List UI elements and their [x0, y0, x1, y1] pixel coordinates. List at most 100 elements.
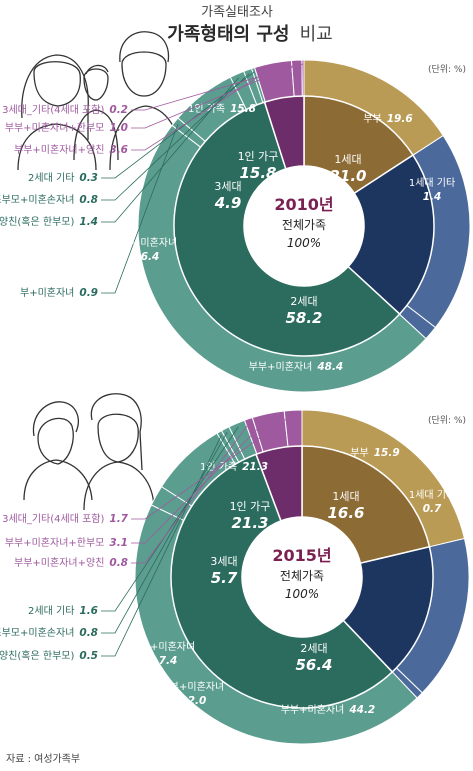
leader-line	[101, 435, 222, 657]
outer-slice-value: 1.7	[109, 513, 128, 525]
outer-slice-value: 1.6	[79, 605, 98, 617]
outer-slice-label-group: 부부+미혼자녀+한부모 1.0	[5, 121, 128, 134]
outer-slice-label: 부부+미혼자녀+양친	[14, 143, 104, 156]
inner-slice-label: 3세대	[214, 180, 241, 193]
outer-slice-label: 부부+미혼자녀	[249, 360, 313, 373]
title-light: 비교	[300, 24, 333, 45]
outer-slice-label: 2세대 기타	[28, 172, 74, 184]
leader-line	[131, 417, 270, 544]
unit-label-2010: (단위: %)	[428, 64, 466, 75]
outer-slice-value: 2.0	[188, 695, 207, 707]
outer-slice-value: 48.4	[316, 361, 343, 373]
leader-line	[131, 63, 298, 129]
outer-slice-value: 19.6	[387, 113, 413, 125]
inner-slice-value: 16.6	[327, 504, 364, 522]
outer-slice-label: 1세대 기타	[409, 177, 455, 189]
outer-slice-label: 3세대_기타(4세대 포함)	[2, 104, 104, 116]
outer-slice-label: 2세대 기타	[28, 605, 74, 617]
leader-line	[131, 413, 294, 520]
inner-slice-value: 21.0	[329, 167, 366, 185]
outer-slice-value: 1.4	[79, 216, 98, 228]
leader-line	[131, 66, 274, 151]
outer-slice-label-group: 부+미혼자녀 0.9	[20, 286, 98, 299]
outer-slice-label-group: 2세대 기타 0.3	[28, 172, 98, 184]
outer-slice-value: 1.4	[423, 191, 442, 203]
outer-slice-label: 모+미혼자녀	[141, 640, 195, 653]
title-bold: 가족형태의 구성	[167, 24, 289, 45]
year-label: 2015년	[272, 546, 331, 565]
outer-slice-value: 6.4	[141, 251, 160, 263]
outer-slice-label: 부부	[363, 114, 381, 125]
outer-slice-label: 부부+미혼자녀+한부모	[5, 121, 105, 134]
outer-slice-label-group: 부부+양친(혹은 한부모) 1.4	[0, 215, 98, 228]
outer-slice-label: 부부+양친(혹은 한부모)	[0, 649, 74, 662]
unit-label-2015: (단위: %)	[428, 415, 466, 426]
outer-slice-label: 부+미혼자녀	[20, 286, 74, 299]
outer-slice-label: 모+미혼자녀	[123, 236, 177, 249]
source-note: 자료 : 여성가족부	[6, 753, 80, 765]
outer-slice-label-group: 부부+미혼자녀 48.4	[249, 360, 344, 373]
outer-slice-value: 44.2	[348, 704, 375, 716]
inner-slice-label: 1세대	[332, 490, 359, 503]
outer-slice-label-group: 부부+미혼자녀 44.2	[281, 703, 376, 716]
inner-slice-value: 4.9	[214, 194, 242, 212]
outer-slice-value: 1.0	[109, 122, 128, 134]
outer-slice	[301, 59, 305, 97]
inner-slice-value: 21.3	[231, 514, 268, 532]
center-label: 전체가족	[280, 569, 324, 583]
outer-slice-label-group: 부부 19.6	[363, 113, 412, 125]
outer-slice-value: 0.7	[423, 503, 442, 515]
outer-slice-label: 부부+미혼자녀+한부모	[5, 536, 105, 549]
outer-slice-label: 부부+미혼자녀	[281, 703, 345, 716]
outer-slice-label-group: 1인 가족 15.8	[188, 103, 256, 115]
inner-slice-label: 3세대	[210, 555, 237, 568]
outer-slice-value: 0.8	[79, 194, 98, 206]
inner-slice-value: 56.4	[295, 656, 332, 674]
leader-line	[101, 426, 239, 612]
outer-slice-label: (한)조부모+미혼손자녀	[0, 626, 74, 639]
inner-slice-value: 5.7	[211, 569, 238, 587]
donut-center	[244, 166, 364, 286]
inner-slice-label: 1인 가구	[238, 150, 279, 163]
inner-slice-label: 1인 가구	[230, 500, 271, 513]
leader-line	[101, 71, 255, 179]
outer-slice-value: 15.8	[230, 103, 256, 115]
outer-slice-label-group: (한)조부모+미혼손자녀 0.8	[0, 193, 98, 206]
outer-slice-label: 부+미혼자녀	[170, 680, 224, 693]
leader-line	[101, 77, 239, 223]
outer-slice-label: 부부+미혼자녀+양친	[14, 556, 104, 569]
outer-slice-label-group: 부부+미혼자녀+한부모 3.1	[5, 536, 128, 549]
inner-slice-label: 2세대	[290, 295, 317, 308]
family-illustration-2015	[23, 393, 155, 511]
leader-line	[131, 63, 304, 111]
outer-slice-value: 7.4	[159, 655, 178, 667]
title: 가족형태의 구성 비교	[167, 24, 332, 45]
outer-slice-label-group: 부부+미혼자녀+양친 3.6	[14, 143, 128, 156]
outer-slice-value: 3.1	[109, 537, 128, 549]
outer-slice-label-group: 부부 15.9	[350, 447, 399, 459]
outer-slice-label: 3세대_기타(4세대 포함)	[2, 513, 104, 525]
outer-slice-label-group: 부부+양친(혹은 한부모) 0.5	[0, 649, 98, 662]
outer-slice-label-group: (한)조부모+미혼손자녀 0.8	[0, 626, 98, 639]
center-value: 100%	[287, 236, 321, 250]
outer-slice-label: 1세대 기타	[409, 489, 455, 501]
outer-slice-value: 15.9	[374, 447, 400, 459]
outer-slice-label: 부부+양친(혹은 한부모)	[0, 215, 74, 228]
inner-slice-label: 2세대	[300, 642, 327, 655]
outer-slice-value: 3.6	[109, 144, 128, 156]
outer-slice-label: (한)조부모+미혼손자녀	[0, 193, 74, 206]
center-value: 100%	[285, 587, 319, 601]
leader-line	[101, 124, 179, 294]
outer-slice-label: 부부	[350, 448, 368, 459]
outer-slice-value: 0.8	[109, 557, 128, 569]
outer-slice-value: 0.9	[79, 287, 98, 299]
leader-line	[101, 73, 250, 201]
supertitle: 가족실태조사	[201, 5, 273, 20]
donut-center	[242, 517, 362, 637]
outer-slice-value: 0.2	[109, 104, 128, 116]
center-label: 전체가족	[282, 218, 326, 232]
inner-slice-value: 58.2	[285, 309, 322, 327]
